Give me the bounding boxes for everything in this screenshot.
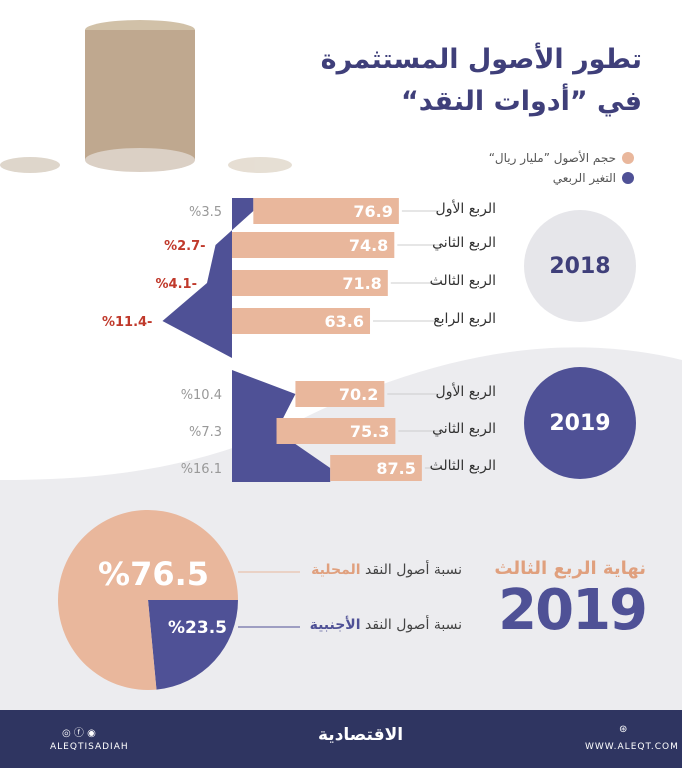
quarter-label: الربع الثالث bbox=[429, 458, 496, 474]
quarter-label: الربع الثاني bbox=[432, 421, 496, 437]
local-label: نسبة أصول النقد المحلية bbox=[311, 562, 462, 578]
pie-label-foreign: %23.5 bbox=[168, 618, 227, 638]
asset-bar bbox=[232, 232, 395, 258]
legend-label: حجم الأصول ”مليار ريال“ bbox=[488, 151, 616, 165]
bar-value-label: 63.6 bbox=[325, 312, 364, 331]
asset-bar bbox=[232, 270, 388, 296]
asset-bar bbox=[232, 308, 371, 334]
globe-icon: ⊛ bbox=[619, 724, 628, 735]
change-label: %10.4 bbox=[181, 388, 222, 403]
change-label: %11.4- bbox=[102, 315, 153, 330]
change-label: %4.1- bbox=[156, 277, 197, 292]
legend-assets: حجم الأصول ”مليار ريال“ bbox=[489, 151, 634, 165]
asset-bar bbox=[295, 381, 385, 407]
asset-bar bbox=[253, 198, 399, 224]
pie-label-local: %76.5 bbox=[98, 555, 210, 593]
title-line1: تطور الأصول المستثمرة bbox=[320, 44, 642, 75]
footer: ◎ ⓕ ◉ ALEQTISADIAH الاقتصادية ⊛ WWW.ALEQ… bbox=[0, 710, 682, 768]
asset-bar bbox=[276, 418, 396, 444]
pie-year: 2019 bbox=[498, 578, 648, 643]
pie-heading: نهاية الربع الثالث bbox=[494, 558, 646, 579]
pie-slice bbox=[148, 600, 238, 690]
pie-chart bbox=[58, 510, 300, 690]
quarter-label: الربع الثالث bbox=[429, 273, 496, 289]
bar-value-label: 71.8 bbox=[342, 274, 381, 293]
legend-label: التغير الربعي bbox=[552, 171, 616, 185]
title-line2: في ”أدوات النقد“ bbox=[400, 86, 642, 117]
year-2018-circle: 2018 bbox=[524, 210, 636, 322]
quarter-label: الربع الأول bbox=[435, 384, 496, 400]
twitter-icon[interactable]: ◉ bbox=[87, 728, 96, 739]
legend-swatch-icon bbox=[622, 152, 634, 164]
social-icons: ◎ ⓕ ◉ bbox=[62, 724, 96, 739]
bar-chart: 76.9 %3.5 74.8 %2.7- 71.8 %4.1- 63.6 %11.4- 70.2… bbox=[102, 198, 440, 482]
asset-bar bbox=[330, 455, 422, 481]
bar-value-label: 76.9 bbox=[353, 202, 392, 221]
facebook-icon[interactable]: ⓕ bbox=[73, 728, 84, 739]
change-area-2019 bbox=[232, 370, 331, 482]
legend-change: التغير الربعي bbox=[553, 171, 634, 185]
quarter-label: الربع الأول bbox=[435, 201, 496, 217]
legend-swatch-icon bbox=[622, 172, 634, 184]
coins-image bbox=[0, 20, 292, 173]
bar-value-label: 70.2 bbox=[339, 385, 378, 404]
social-handle: ALEQTISADIAH bbox=[50, 742, 129, 752]
change-label: %2.7- bbox=[164, 239, 205, 254]
bar-value-label: 74.8 bbox=[349, 236, 388, 255]
quarter-label: الربع الثاني bbox=[432, 235, 496, 251]
instagram-icon[interactable]: ◎ bbox=[62, 728, 71, 739]
change-label: %7.3 bbox=[189, 425, 222, 440]
pie-slice bbox=[58, 510, 239, 690]
change-area-2018 bbox=[162, 198, 254, 358]
change-label: %16.1 bbox=[181, 462, 222, 477]
change-label: %3.5 bbox=[189, 205, 222, 220]
bar-value-label: 75.3 bbox=[350, 422, 389, 441]
foreign-label: نسبة أصول النقد الأجنبية bbox=[309, 617, 462, 633]
year-2019-circle: 2019 bbox=[524, 367, 636, 479]
logo: الاقتصادية bbox=[318, 725, 404, 745]
quarter-label: الربع الرابع bbox=[433, 311, 496, 327]
bar-value-label: 87.5 bbox=[376, 459, 415, 478]
website[interactable]: WWW.ALEQT.COM bbox=[585, 742, 679, 752]
